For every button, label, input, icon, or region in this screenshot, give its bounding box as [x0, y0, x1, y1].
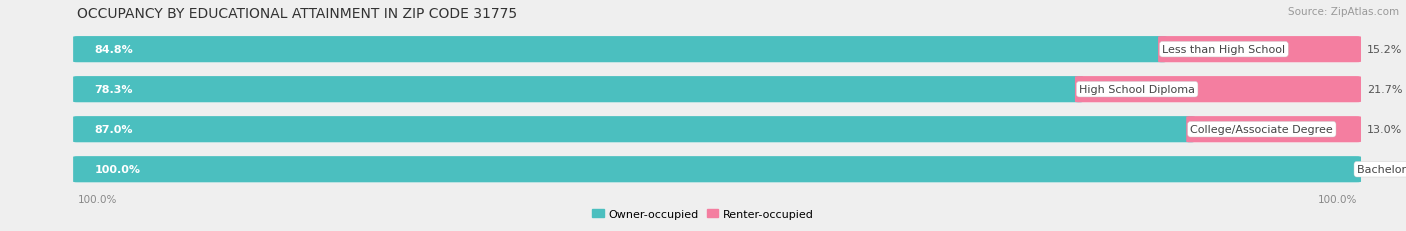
FancyBboxPatch shape — [73, 77, 1361, 103]
FancyBboxPatch shape — [73, 77, 1084, 103]
Text: OCCUPANCY BY EDUCATIONAL ATTAINMENT IN ZIP CODE 31775: OCCUPANCY BY EDUCATIONAL ATTAINMENT IN Z… — [77, 7, 517, 21]
FancyBboxPatch shape — [73, 156, 1361, 182]
FancyBboxPatch shape — [73, 117, 1195, 143]
Text: 78.3%: 78.3% — [94, 85, 132, 95]
Text: 0.0%: 0.0% — [1367, 164, 1395, 174]
FancyBboxPatch shape — [1187, 117, 1361, 143]
Text: 21.7%: 21.7% — [1367, 85, 1402, 95]
FancyBboxPatch shape — [73, 37, 1361, 63]
Text: Less than High School: Less than High School — [1163, 45, 1285, 55]
Text: Source: ZipAtlas.com: Source: ZipAtlas.com — [1288, 7, 1399, 17]
Text: 15.2%: 15.2% — [1367, 45, 1402, 55]
FancyBboxPatch shape — [1076, 77, 1361, 103]
FancyBboxPatch shape — [1159, 37, 1361, 63]
Text: 100.0%: 100.0% — [77, 194, 117, 204]
Text: 100.0%: 100.0% — [94, 164, 141, 174]
FancyBboxPatch shape — [73, 117, 1361, 143]
Text: 13.0%: 13.0% — [1367, 125, 1402, 135]
FancyBboxPatch shape — [73, 37, 1167, 63]
Text: 100.0%: 100.0% — [1317, 194, 1357, 204]
Text: Bachelor's Degree or higher: Bachelor's Degree or higher — [1357, 164, 1406, 174]
Text: High School Diploma: High School Diploma — [1080, 85, 1195, 95]
Text: 87.0%: 87.0% — [94, 125, 132, 135]
Text: 84.8%: 84.8% — [94, 45, 134, 55]
Text: College/Associate Degree: College/Associate Degree — [1191, 125, 1333, 135]
Legend: Owner-occupied, Renter-occupied: Owner-occupied, Renter-occupied — [588, 204, 818, 223]
FancyBboxPatch shape — [73, 156, 1361, 182]
